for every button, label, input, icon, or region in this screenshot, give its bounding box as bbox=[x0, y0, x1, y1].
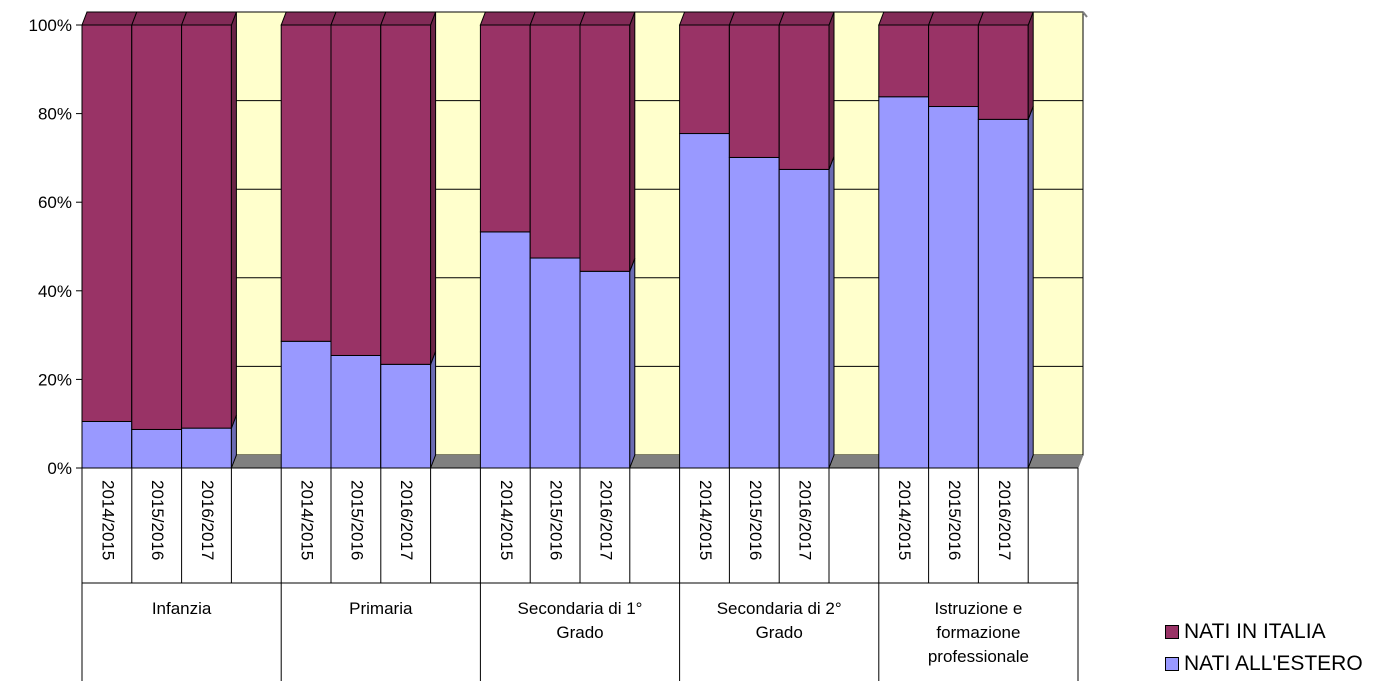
y-tick-label: 60% bbox=[38, 193, 72, 212]
bar-nati-in-italia bbox=[181, 24, 232, 429]
bar-top-nati-in-italia bbox=[778, 11, 835, 26]
bar-top-nati-in-italia bbox=[977, 11, 1034, 26]
bar-nati-all-estero bbox=[679, 133, 730, 469]
bar-nati-all-estero bbox=[380, 363, 432, 469]
bar-side-nati-in-italia bbox=[430, 11, 437, 365]
x-category-label: 2014/2015 bbox=[497, 480, 516, 560]
bar-nati-all-estero bbox=[181, 427, 232, 469]
x-group-label: Secondaria di 1° Grado bbox=[518, 599, 643, 642]
y-tick-label: 0% bbox=[47, 459, 72, 478]
x-group-label: Primaria bbox=[349, 599, 413, 618]
x-category-label: 2014/2015 bbox=[895, 480, 914, 560]
x-group-label: Secondaria di 2° Grado bbox=[717, 599, 842, 642]
bar-nati-in-italia bbox=[529, 24, 581, 259]
bar-nati-in-italia bbox=[778, 24, 830, 170]
x-category-label: 2016/2017 bbox=[198, 480, 217, 560]
x-category-label: 2014/2015 bbox=[98, 480, 117, 560]
bar-side-nati-all-estero bbox=[1027, 106, 1034, 469]
bar-nati-in-italia bbox=[679, 24, 730, 135]
bar-top-nati-in-italia bbox=[81, 11, 138, 26]
legend-label-nati-all-estero: NATI ALL'ESTERO bbox=[1184, 652, 1363, 675]
y-tick-label: 40% bbox=[38, 282, 72, 301]
bar-top-nati-in-italia bbox=[380, 11, 437, 26]
bar-nati-all-estero bbox=[977, 118, 1029, 469]
bar-nati-in-italia bbox=[579, 24, 631, 272]
bar-nati-all-estero bbox=[280, 340, 332, 469]
x-category-label: 2015/2016 bbox=[347, 480, 366, 560]
bar-nati-all-estero bbox=[131, 428, 183, 469]
bar-top-nati-in-italia bbox=[131, 11, 188, 26]
bar-nati-in-italia bbox=[928, 24, 979, 108]
bar-top-nati-in-italia bbox=[678, 11, 736, 26]
y-tick-label: 20% bbox=[38, 370, 72, 389]
bar-top-nati-in-italia bbox=[927, 11, 985, 26]
bar-nati-in-italia bbox=[131, 24, 183, 430]
bar-nati-all-estero bbox=[928, 106, 979, 469]
x-category-label: 2014/2015 bbox=[696, 480, 715, 560]
y-tick-label: 80% bbox=[38, 105, 72, 124]
x-category-label: 2015/2016 bbox=[746, 480, 765, 560]
legend-swatch-nati-in-italia bbox=[1165, 625, 1179, 639]
bar-top-nati-in-italia bbox=[579, 11, 636, 26]
bar-top-nati-in-italia bbox=[330, 11, 387, 26]
bar-top-nati-in-italia bbox=[728, 11, 785, 26]
bar-side-nati-in-italia bbox=[1027, 11, 1034, 120]
axis-labels: 0% 20% 40% 60% 80% 100% 2014/2015 2015/2016 2016… bbox=[29, 16, 1029, 666]
x-category-label: 2014/2015 bbox=[298, 480, 317, 560]
plot-wall-shadow bbox=[1082, 11, 1088, 18]
x-category-label: 2016/2017 bbox=[995, 480, 1014, 560]
legend-item-nati-all-estero: NATI ALL'ESTERO bbox=[1165, 648, 1363, 680]
bar-nati-in-italia bbox=[380, 24, 432, 365]
y-tick-label: 100% bbox=[29, 16, 72, 35]
bar-nati-all-estero bbox=[330, 354, 382, 469]
bar-nati-all-estero bbox=[529, 257, 581, 469]
x-category-label: 2015/2016 bbox=[547, 480, 566, 560]
legend-swatch-nati-all-estero bbox=[1165, 657, 1179, 671]
bar-nati-in-italia bbox=[977, 24, 1029, 120]
bar-top-nati-in-italia bbox=[280, 11, 337, 26]
bar-nati-in-italia bbox=[81, 24, 133, 422]
bar-top-nati-in-italia bbox=[479, 11, 536, 26]
bar-top-nati-in-italia bbox=[529, 11, 586, 26]
bar-nati-in-italia bbox=[330, 24, 382, 356]
x-category-label: 2016/2017 bbox=[796, 480, 815, 560]
bar-nati-all-estero bbox=[81, 420, 133, 469]
bar-nati-all-estero bbox=[728, 156, 780, 469]
x-category-label: 2016/2017 bbox=[596, 480, 615, 560]
bar-side-nati-all-estero bbox=[828, 156, 835, 469]
x-group-label: Infanzia bbox=[152, 599, 212, 618]
bar-nati-all-estero bbox=[479, 231, 531, 469]
bar-nati-all-estero bbox=[778, 168, 830, 469]
bar-nati-in-italia bbox=[878, 24, 930, 98]
bar-side-nati-in-italia bbox=[629, 11, 636, 272]
legend-label-nati-in-italia: NATI IN ITALIA bbox=[1184, 620, 1326, 643]
bar-nati-in-italia bbox=[728, 24, 780, 158]
bar-side-nati-all-estero bbox=[430, 351, 437, 469]
bars bbox=[81, 11, 1034, 469]
bar-side-nati-in-italia bbox=[230, 11, 237, 429]
x-category-label: 2015/2016 bbox=[148, 480, 167, 560]
bar-side-nati-in-italia bbox=[828, 11, 835, 170]
bar-nati-all-estero bbox=[579, 270, 631, 469]
bar-nati-all-estero bbox=[878, 96, 930, 469]
x-category-label: 2016/2017 bbox=[397, 480, 416, 560]
legend-item-nati-in-italia: NATI IN ITALIA bbox=[1165, 616, 1363, 648]
x-category-label: 2015/2016 bbox=[945, 480, 964, 560]
bar-side-nati-all-estero bbox=[629, 258, 636, 469]
bar-top-nati-in-italia bbox=[180, 11, 238, 26]
legend: NATI IN ITALIA NATI ALL'ESTERO bbox=[1165, 616, 1363, 680]
x-group-label: Istruzione e formazione professionale bbox=[928, 599, 1029, 666]
bar-nati-in-italia bbox=[280, 24, 332, 342]
axes bbox=[76, 24, 1079, 681]
bar-top-nati-in-italia bbox=[878, 11, 935, 26]
bar-nati-in-italia bbox=[479, 24, 531, 233]
